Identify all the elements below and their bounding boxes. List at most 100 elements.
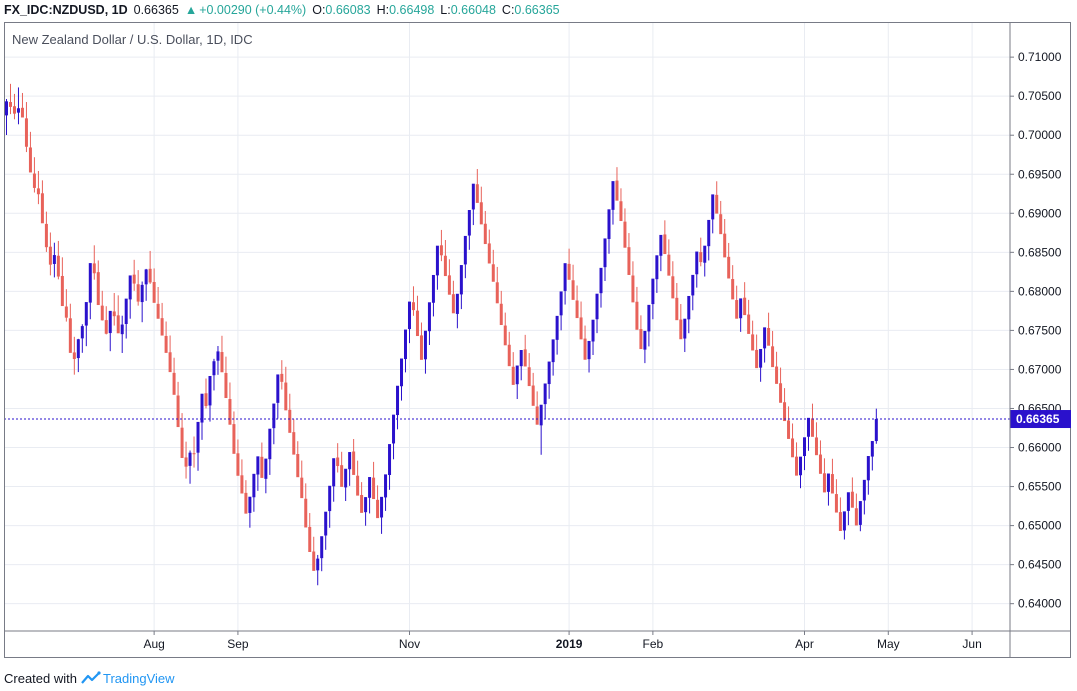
candle — [176, 381, 180, 428]
candle-body — [200, 393, 204, 423]
candle — [292, 419, 296, 455]
candle-body — [671, 276, 675, 299]
candle-body — [515, 365, 519, 385]
y-tick-label: 0.64000 — [1018, 597, 1062, 611]
candle-body — [567, 263, 571, 280]
symbol-label[interactable]: FX_IDC:NZDUSD, 1D — [4, 3, 128, 17]
candle-body — [176, 395, 180, 428]
candle-body — [296, 453, 300, 478]
candle — [583, 325, 587, 360]
candle — [328, 485, 332, 528]
candle — [108, 310, 112, 352]
candle — [44, 211, 48, 252]
candle-body — [659, 234, 663, 256]
close-label: C: — [501, 3, 515, 17]
candle-body — [156, 303, 160, 319]
candle — [647, 304, 651, 347]
candle — [559, 291, 563, 331]
candle-body — [607, 209, 611, 239]
x-tick-label: 2019 — [556, 637, 583, 651]
candle-body — [136, 284, 140, 302]
candlestick-chart[interactable]: New Zealand Dollar / U.S. Dollar, 1D, ID… — [4, 22, 1071, 658]
candle-body — [603, 238, 607, 268]
y-tick-label: 0.70500 — [1018, 89, 1062, 103]
candle — [591, 319, 595, 355]
candle — [715, 181, 719, 214]
candle — [743, 282, 747, 316]
candle-body — [691, 274, 695, 296]
candle — [791, 423, 795, 458]
candle — [344, 468, 348, 502]
candle — [184, 441, 188, 479]
candle — [392, 414, 396, 460]
candle — [300, 460, 304, 499]
candle-body — [172, 372, 176, 395]
candle-body — [260, 456, 264, 478]
candle-body — [104, 320, 108, 334]
chart-title: New Zealand Dollar / U.S. Dollar, 1D, ID… — [12, 32, 253, 47]
candle — [140, 281, 144, 323]
candle — [475, 169, 479, 203]
y-tick-label: 0.70000 — [1018, 128, 1062, 142]
candle-body — [703, 245, 707, 263]
tradingview-logo-icon — [81, 671, 101, 684]
candle — [727, 242, 731, 279]
candle — [818, 440, 822, 474]
candle-body — [559, 291, 563, 316]
candle — [204, 378, 208, 409]
candle — [679, 304, 683, 340]
candle — [759, 348, 763, 382]
candle — [435, 245, 439, 290]
candle — [100, 290, 104, 321]
candle — [72, 336, 76, 375]
candle-body — [364, 497, 368, 513]
candle — [707, 219, 711, 261]
y-tick-label: 0.65000 — [1018, 519, 1062, 533]
candle-body — [160, 318, 164, 336]
tradingview-link[interactable]: TradingView — [81, 671, 175, 686]
candle-body — [463, 235, 467, 265]
candle — [68, 303, 72, 353]
candle-body — [64, 306, 68, 318]
candle — [627, 233, 631, 275]
candle — [479, 186, 483, 225]
candle — [224, 356, 228, 399]
candle-body — [866, 456, 870, 481]
candle — [368, 477, 372, 514]
candle — [56, 240, 60, 280]
candle — [687, 295, 691, 334]
candle — [667, 239, 671, 276]
candle-body — [435, 245, 439, 276]
candle — [515, 365, 519, 400]
candle-body — [663, 234, 667, 255]
candle — [96, 260, 100, 306]
candle — [396, 385, 400, 430]
candle — [376, 485, 380, 519]
candle — [196, 421, 200, 471]
candle — [172, 357, 176, 395]
candle-body — [419, 335, 423, 360]
candle-body — [775, 366, 779, 384]
candle-body — [838, 512, 842, 531]
candle-body — [858, 501, 862, 525]
candle — [76, 338, 80, 373]
candle — [312, 536, 316, 571]
candle-body — [300, 477, 304, 499]
chart-area[interactable]: New Zealand Dollar / U.S. Dollar, 1D, ID… — [4, 22, 1071, 658]
candle — [803, 437, 806, 471]
candle-body — [507, 344, 511, 367]
candle — [599, 267, 603, 308]
candle-body — [5, 101, 8, 116]
candle-body — [719, 214, 723, 235]
low-value: 0.66048 — [450, 3, 496, 17]
candle — [838, 497, 842, 531]
candle-body — [188, 452, 192, 466]
candle — [236, 439, 240, 476]
y-tick-label: 0.67000 — [1018, 362, 1062, 376]
candle — [683, 318, 687, 353]
y-tick-label: 0.67500 — [1018, 323, 1062, 337]
candle — [220, 335, 224, 373]
plot-border — [4, 22, 1071, 658]
candle-body — [471, 183, 475, 210]
candle-body — [256, 456, 260, 475]
